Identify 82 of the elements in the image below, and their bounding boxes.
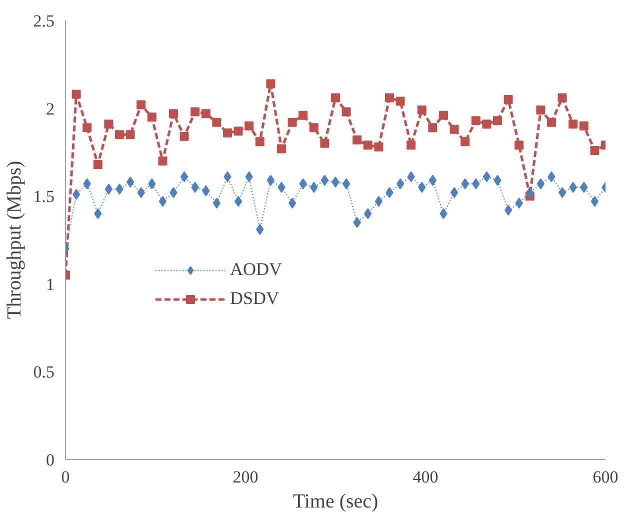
point [320, 138, 330, 148]
point [579, 121, 588, 130]
point [93, 160, 102, 169]
point [471, 116, 480, 126]
point [72, 90, 81, 99]
point [234, 196, 242, 207]
point [126, 176, 134, 188]
point [536, 106, 546, 115]
point [126, 130, 135, 140]
point [298, 110, 308, 120]
y-tick-label: 2 [46, 99, 54, 118]
y-axis-title: Throughput (Mbps) [3, 160, 26, 320]
x-tick-label: 200 [232, 468, 258, 486]
point [558, 187, 566, 198]
point [439, 110, 448, 120]
point [396, 96, 405, 106]
y-tick-label: 1 [46, 274, 54, 294]
legend-label: AODV [230, 259, 282, 280]
point [504, 204, 512, 216]
point [244, 121, 254, 130]
point [504, 95, 513, 104]
point [536, 178, 545, 190]
point [450, 124, 459, 134]
point [514, 140, 524, 150]
point [180, 171, 188, 182]
point [266, 79, 276, 88]
point [558, 93, 567, 102]
point [288, 118, 297, 127]
y-tick-label: 0.5 [33, 362, 54, 382]
point [590, 196, 599, 207]
point [568, 120, 578, 129]
y-tick-label: 0 [46, 450, 54, 470]
point [190, 107, 200, 116]
point [72, 188, 80, 200]
point [428, 174, 437, 186]
point [147, 112, 156, 122]
x-axis-title: Time (sec) [292, 490, 378, 512]
legend-label: DSDV [230, 288, 280, 309]
point [374, 196, 383, 207]
x-tick-label: 400 [412, 468, 438, 486]
y-tick-label: 1.5 [33, 187, 54, 206]
point [82, 123, 92, 132]
point [309, 123, 318, 132]
point [482, 171, 491, 182]
point [590, 146, 600, 155]
point [352, 135, 362, 144]
point [288, 198, 296, 209]
point [223, 128, 232, 138]
point [493, 116, 502, 126]
point [212, 118, 222, 127]
point [342, 178, 350, 190]
point [212, 198, 221, 209]
point [396, 178, 404, 190]
point [180, 132, 189, 141]
point [136, 100, 146, 110]
point [374, 142, 384, 152]
point [158, 156, 168, 166]
point [169, 109, 178, 118]
point [331, 93, 340, 102]
x-tick-label: 600 [592, 468, 618, 486]
point [158, 196, 167, 207]
y-tick-label: 2.5 [33, 12, 54, 30]
point [255, 137, 264, 146]
point [482, 120, 492, 129]
point [104, 120, 114, 129]
point [115, 130, 124, 140]
point [417, 106, 426, 115]
point [363, 140, 372, 150]
point [342, 107, 351, 116]
point [104, 184, 113, 195]
point [547, 118, 556, 127]
point [385, 93, 394, 102]
point [450, 187, 458, 198]
point [428, 123, 438, 132]
point [234, 126, 243, 136]
point [406, 140, 416, 150]
point [320, 174, 329, 186]
point [277, 144, 286, 154]
point [201, 109, 210, 118]
point [460, 137, 470, 146]
x-tick-label: 0 [61, 468, 70, 486]
point [266, 174, 275, 186]
